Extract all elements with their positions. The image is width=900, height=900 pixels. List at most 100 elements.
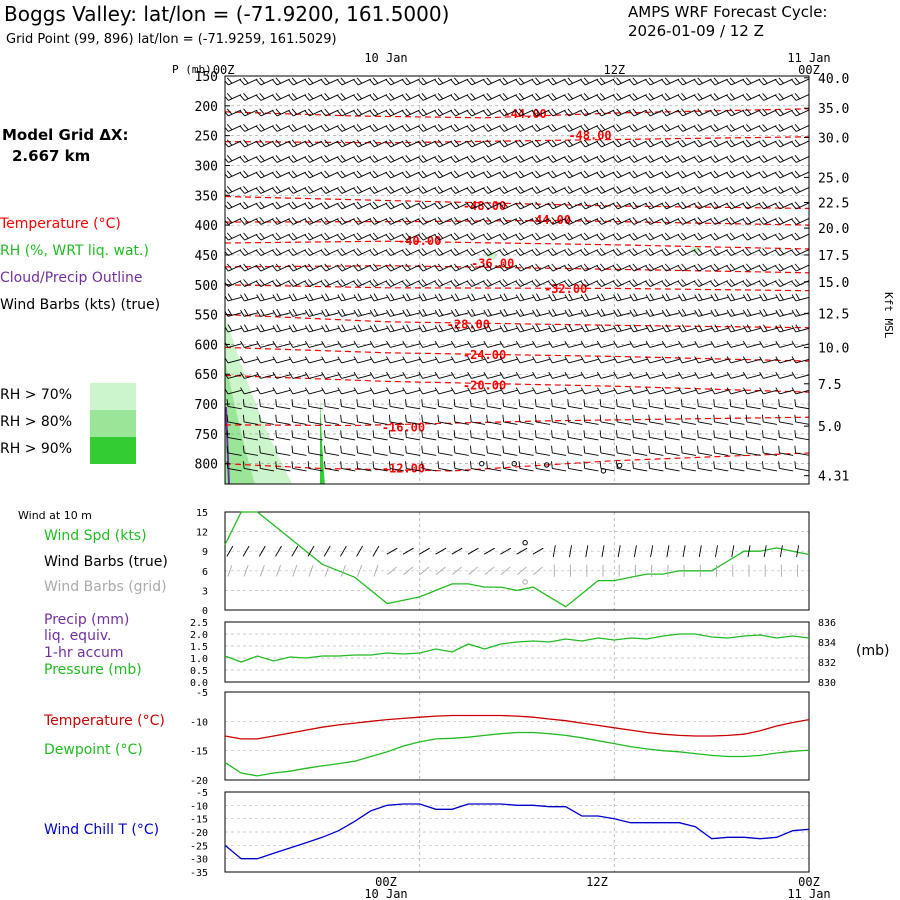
wind-barb xyxy=(417,232,436,241)
wind-barb xyxy=(661,92,680,101)
barb-flag xyxy=(304,387,310,395)
barb-staff xyxy=(454,452,469,456)
barb-flag xyxy=(774,156,781,163)
barb-staff xyxy=(308,565,314,577)
barb-flag xyxy=(632,201,638,208)
wind-barb xyxy=(225,308,242,317)
barb-flag xyxy=(580,125,586,132)
wind-barb xyxy=(547,154,566,163)
barb-flag xyxy=(259,77,265,84)
barb-flag xyxy=(434,249,440,256)
barb-staff xyxy=(292,296,307,302)
barb-flag xyxy=(518,170,525,177)
wind-barb xyxy=(532,371,550,379)
barb-flag xyxy=(547,125,554,132)
barb-flag xyxy=(677,218,683,225)
barb-flag xyxy=(632,232,638,239)
barb-staff xyxy=(666,233,680,241)
barb-staff xyxy=(763,312,777,317)
wind-barb xyxy=(239,77,258,86)
barb-flag xyxy=(259,139,265,146)
barb-flag xyxy=(450,218,456,225)
wind-barb xyxy=(353,216,372,225)
barb-flag xyxy=(356,399,359,407)
wind-barb xyxy=(321,387,339,395)
barb-staff xyxy=(763,296,777,302)
wind-barb xyxy=(239,232,258,241)
barb-staff xyxy=(422,202,436,210)
barb-staff xyxy=(795,374,809,379)
wind-barb xyxy=(401,139,420,148)
barb-staff xyxy=(276,156,290,163)
barb-flag xyxy=(759,356,764,364)
barb-flag xyxy=(661,156,667,163)
barb-flag xyxy=(745,185,752,193)
barb-flag xyxy=(580,356,586,364)
barb-staff xyxy=(649,437,664,441)
barb-flag xyxy=(243,232,249,239)
barb-staff xyxy=(714,78,728,86)
wind-barb xyxy=(320,185,339,194)
wind-barb xyxy=(774,232,793,241)
barb-flag xyxy=(515,340,521,348)
barb-staff xyxy=(390,125,404,132)
wind-barb xyxy=(259,445,275,456)
barb-flag xyxy=(677,187,683,194)
barb-flag xyxy=(551,154,557,162)
barb-flag xyxy=(454,308,460,316)
wind-barb xyxy=(648,445,664,456)
barb-flag xyxy=(288,356,294,364)
barb-staff xyxy=(374,109,388,117)
barb-flag xyxy=(678,371,683,379)
barb-flag xyxy=(551,77,557,84)
barb-staff xyxy=(276,421,291,425)
barb-flag xyxy=(307,445,310,454)
barb-flag xyxy=(466,172,473,179)
wind-barb xyxy=(418,293,437,302)
barb-flag xyxy=(275,445,277,454)
barb-flag xyxy=(632,123,638,131)
barb-flag xyxy=(759,325,764,333)
barb-flag xyxy=(255,218,262,225)
barb-flag xyxy=(486,92,492,100)
barb-flag xyxy=(531,125,537,132)
barb-staff xyxy=(665,327,680,333)
barb-flag xyxy=(324,123,330,131)
barb-staff xyxy=(406,452,421,456)
wind-barb xyxy=(548,293,567,302)
wind-barb xyxy=(483,340,502,348)
barb-flag xyxy=(531,203,537,210)
barb-flag xyxy=(697,414,699,423)
barb-staff xyxy=(422,171,436,179)
wind-barb xyxy=(515,293,534,302)
wind-barb xyxy=(532,340,550,348)
barb-flag xyxy=(714,308,719,316)
barb-staff xyxy=(341,187,355,194)
wind-barb xyxy=(515,387,534,395)
barb-flag xyxy=(709,249,716,256)
barb-flag xyxy=(794,232,801,239)
isotherms xyxy=(225,108,809,472)
barb-flag xyxy=(664,263,671,270)
barb-flag xyxy=(745,170,752,177)
barb-staff xyxy=(323,545,331,557)
wind-barb-true xyxy=(601,545,605,558)
wind-barb xyxy=(693,139,712,148)
wind-barb xyxy=(742,248,761,256)
wind-barb-true xyxy=(666,545,670,558)
wind-barb-true xyxy=(435,547,447,555)
wind-barb xyxy=(778,399,794,410)
barb-staff xyxy=(633,218,647,225)
wind-barb xyxy=(255,185,274,194)
barb-staff xyxy=(228,187,242,194)
barb-flag xyxy=(288,172,294,179)
barb-staff xyxy=(536,437,550,441)
barb-flag xyxy=(726,294,732,302)
barb-staff xyxy=(682,109,696,117)
barb-flag xyxy=(321,340,326,348)
barb-flag xyxy=(661,234,667,241)
barb-flag xyxy=(745,139,752,146)
barb-flag xyxy=(470,201,476,208)
barb-flag xyxy=(307,248,314,255)
wind-barb xyxy=(385,139,404,148)
